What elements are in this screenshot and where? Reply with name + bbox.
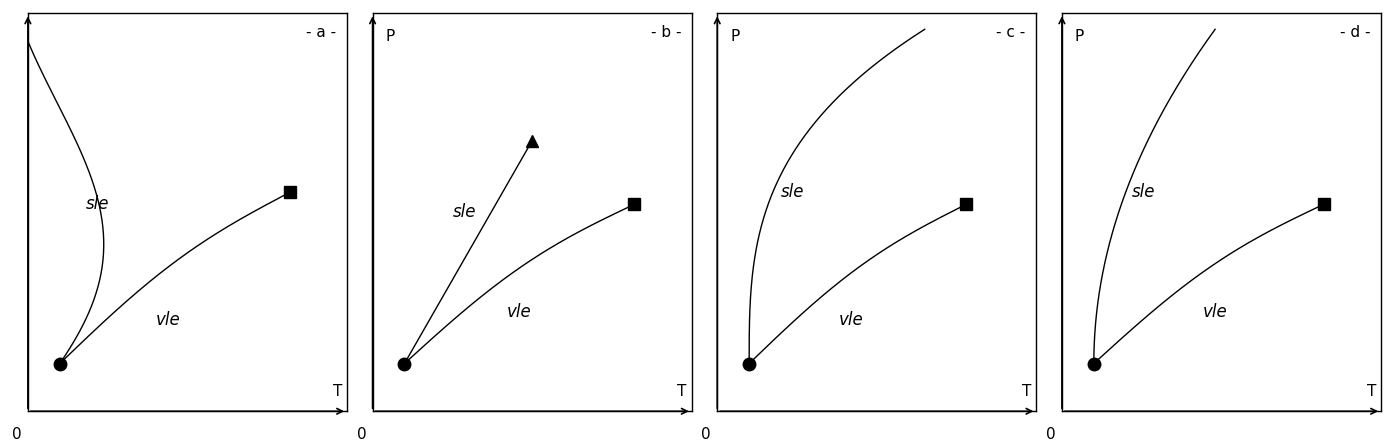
Text: vle: vle (506, 303, 531, 321)
Text: sle: sle (781, 183, 805, 202)
Text: T: T (678, 384, 686, 399)
Text: vle: vle (1202, 303, 1228, 321)
Text: P: P (730, 30, 739, 44)
Text: 0: 0 (1046, 427, 1056, 442)
Text: - c -: - c - (996, 25, 1025, 40)
Text: vle: vle (838, 311, 864, 329)
Text: - b -: - b - (651, 25, 681, 40)
Text: P: P (385, 30, 395, 44)
Text: T: T (1367, 384, 1375, 399)
Text: sle: sle (85, 195, 109, 213)
Text: 0: 0 (702, 427, 711, 442)
Text: - d -: - d - (1341, 25, 1371, 40)
Text: - a -: - a - (307, 25, 336, 40)
Text: 0: 0 (13, 427, 21, 442)
Text: vle: vle (156, 311, 180, 329)
Text: 0: 0 (357, 427, 365, 442)
Text: T: T (333, 384, 342, 399)
Text: sle: sle (452, 203, 476, 221)
Text: P: P (1074, 30, 1084, 44)
Text: T: T (1023, 384, 1031, 399)
Text: sle: sle (1133, 183, 1155, 202)
